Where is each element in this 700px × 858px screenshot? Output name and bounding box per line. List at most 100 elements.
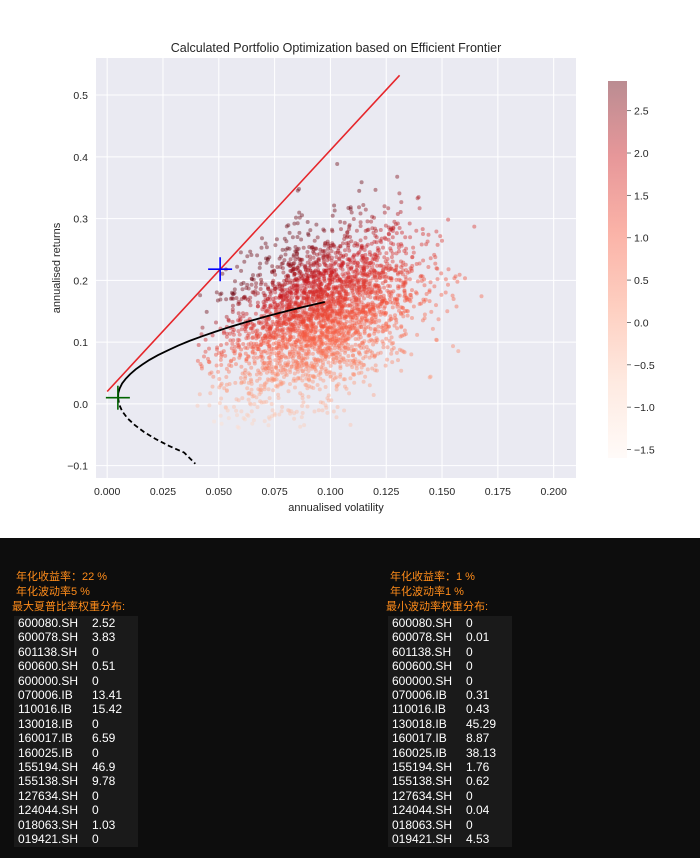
portfolio-point <box>273 373 278 378</box>
portfolio-point <box>373 368 378 373</box>
portfolio-point <box>383 298 388 303</box>
portfolio-point <box>322 243 327 248</box>
portfolio-point <box>337 283 342 288</box>
portfolio-point <box>372 215 376 220</box>
portfolio-point <box>265 334 270 339</box>
portfolio-point <box>305 386 310 391</box>
portfolio-point <box>390 259 395 264</box>
portfolio-point <box>369 290 374 295</box>
portfolio-point <box>389 294 393 299</box>
portfolio-point <box>334 272 339 276</box>
portfolio-point <box>297 324 302 328</box>
portfolio-point <box>285 298 289 303</box>
portfolio-point <box>328 245 333 250</box>
portfolio-point <box>315 308 320 312</box>
portfolio-point <box>435 266 440 271</box>
portfolio-point <box>317 334 322 339</box>
portfolio-point <box>285 246 290 251</box>
portfolio-point <box>316 268 321 272</box>
portfolio-point <box>353 342 358 347</box>
portfolio-point <box>335 250 340 255</box>
portfolio-point <box>342 333 347 338</box>
portfolio-point <box>383 271 388 276</box>
portfolio-point <box>308 339 313 344</box>
portfolio-point <box>330 334 334 339</box>
portfolio-point <box>341 357 346 362</box>
portfolio-point <box>321 253 326 258</box>
portfolio-point <box>330 378 335 382</box>
portfolio-point <box>381 329 386 334</box>
portfolio-point <box>383 311 388 316</box>
portfolio-point <box>277 352 281 357</box>
portfolio-point <box>305 404 310 409</box>
portfolio-point <box>349 315 354 320</box>
portfolio-point <box>373 252 378 257</box>
portfolio-point <box>370 366 375 371</box>
portfolio-point <box>348 319 353 324</box>
portfolio-point <box>308 257 313 262</box>
portfolio-point <box>305 333 310 338</box>
portfolio-point <box>364 314 368 319</box>
portfolio-point <box>244 359 249 363</box>
portfolio-point <box>397 284 402 289</box>
portfolio-point <box>356 302 361 307</box>
portfolio-point <box>287 350 292 354</box>
portfolio-point <box>377 302 382 307</box>
portfolio-point <box>288 290 293 295</box>
portfolio-point <box>329 267 334 272</box>
portfolio-point <box>290 350 295 354</box>
portfolio-point <box>272 413 277 418</box>
portfolio-point <box>227 363 232 368</box>
portfolio-point <box>311 375 316 380</box>
portfolio-point <box>328 277 333 282</box>
portfolio-point <box>357 311 361 316</box>
portfolio-point <box>358 288 363 293</box>
portfolio-point <box>356 280 361 285</box>
portfolio-point <box>368 252 372 257</box>
portfolio-point <box>293 328 298 333</box>
portfolio-point <box>223 405 228 410</box>
portfolio-point <box>399 243 404 248</box>
portfolio-point <box>246 391 251 396</box>
portfolio-point <box>351 348 356 353</box>
portfolio-point <box>307 337 312 342</box>
portfolio-point <box>300 404 305 408</box>
portfolio-point <box>351 372 355 376</box>
portfolio-point <box>312 337 317 341</box>
portfolio-point <box>265 377 270 382</box>
portfolio-point <box>312 251 317 256</box>
portfolio-point <box>320 324 325 329</box>
portfolio-point <box>404 308 409 313</box>
portfolio-point <box>270 408 275 413</box>
portfolio-point <box>294 249 299 254</box>
portfolio-point <box>321 315 326 319</box>
portfolio-point <box>295 251 300 256</box>
portfolio-point <box>428 280 433 285</box>
portfolio-point <box>337 322 341 327</box>
portfolio-point <box>387 318 392 323</box>
portfolio-point <box>311 274 316 279</box>
portfolio-point <box>311 312 316 317</box>
portfolio-point <box>296 376 301 381</box>
portfolio-point <box>372 284 377 289</box>
portfolio-point <box>271 376 276 381</box>
portfolio-point <box>400 333 404 338</box>
portfolio-point <box>421 297 426 302</box>
weight-code: 160025.IB <box>18 745 73 760</box>
portfolio-point <box>325 305 329 310</box>
portfolio-point <box>330 326 334 331</box>
portfolio-point <box>379 236 384 241</box>
portfolio-point <box>327 253 332 258</box>
portfolio-point <box>245 346 250 351</box>
portfolio-point <box>250 336 255 340</box>
weight-value: 1.76 <box>466 760 490 775</box>
weight-code: 600600.SH <box>18 659 79 674</box>
portfolio-point <box>342 323 347 328</box>
portfolio-point <box>346 354 351 358</box>
portfolio-point <box>399 324 404 329</box>
portfolio-point <box>313 246 318 251</box>
portfolio-point <box>318 370 323 374</box>
portfolio-point <box>226 369 231 374</box>
portfolio-point <box>361 379 366 384</box>
portfolio-point <box>207 360 212 365</box>
